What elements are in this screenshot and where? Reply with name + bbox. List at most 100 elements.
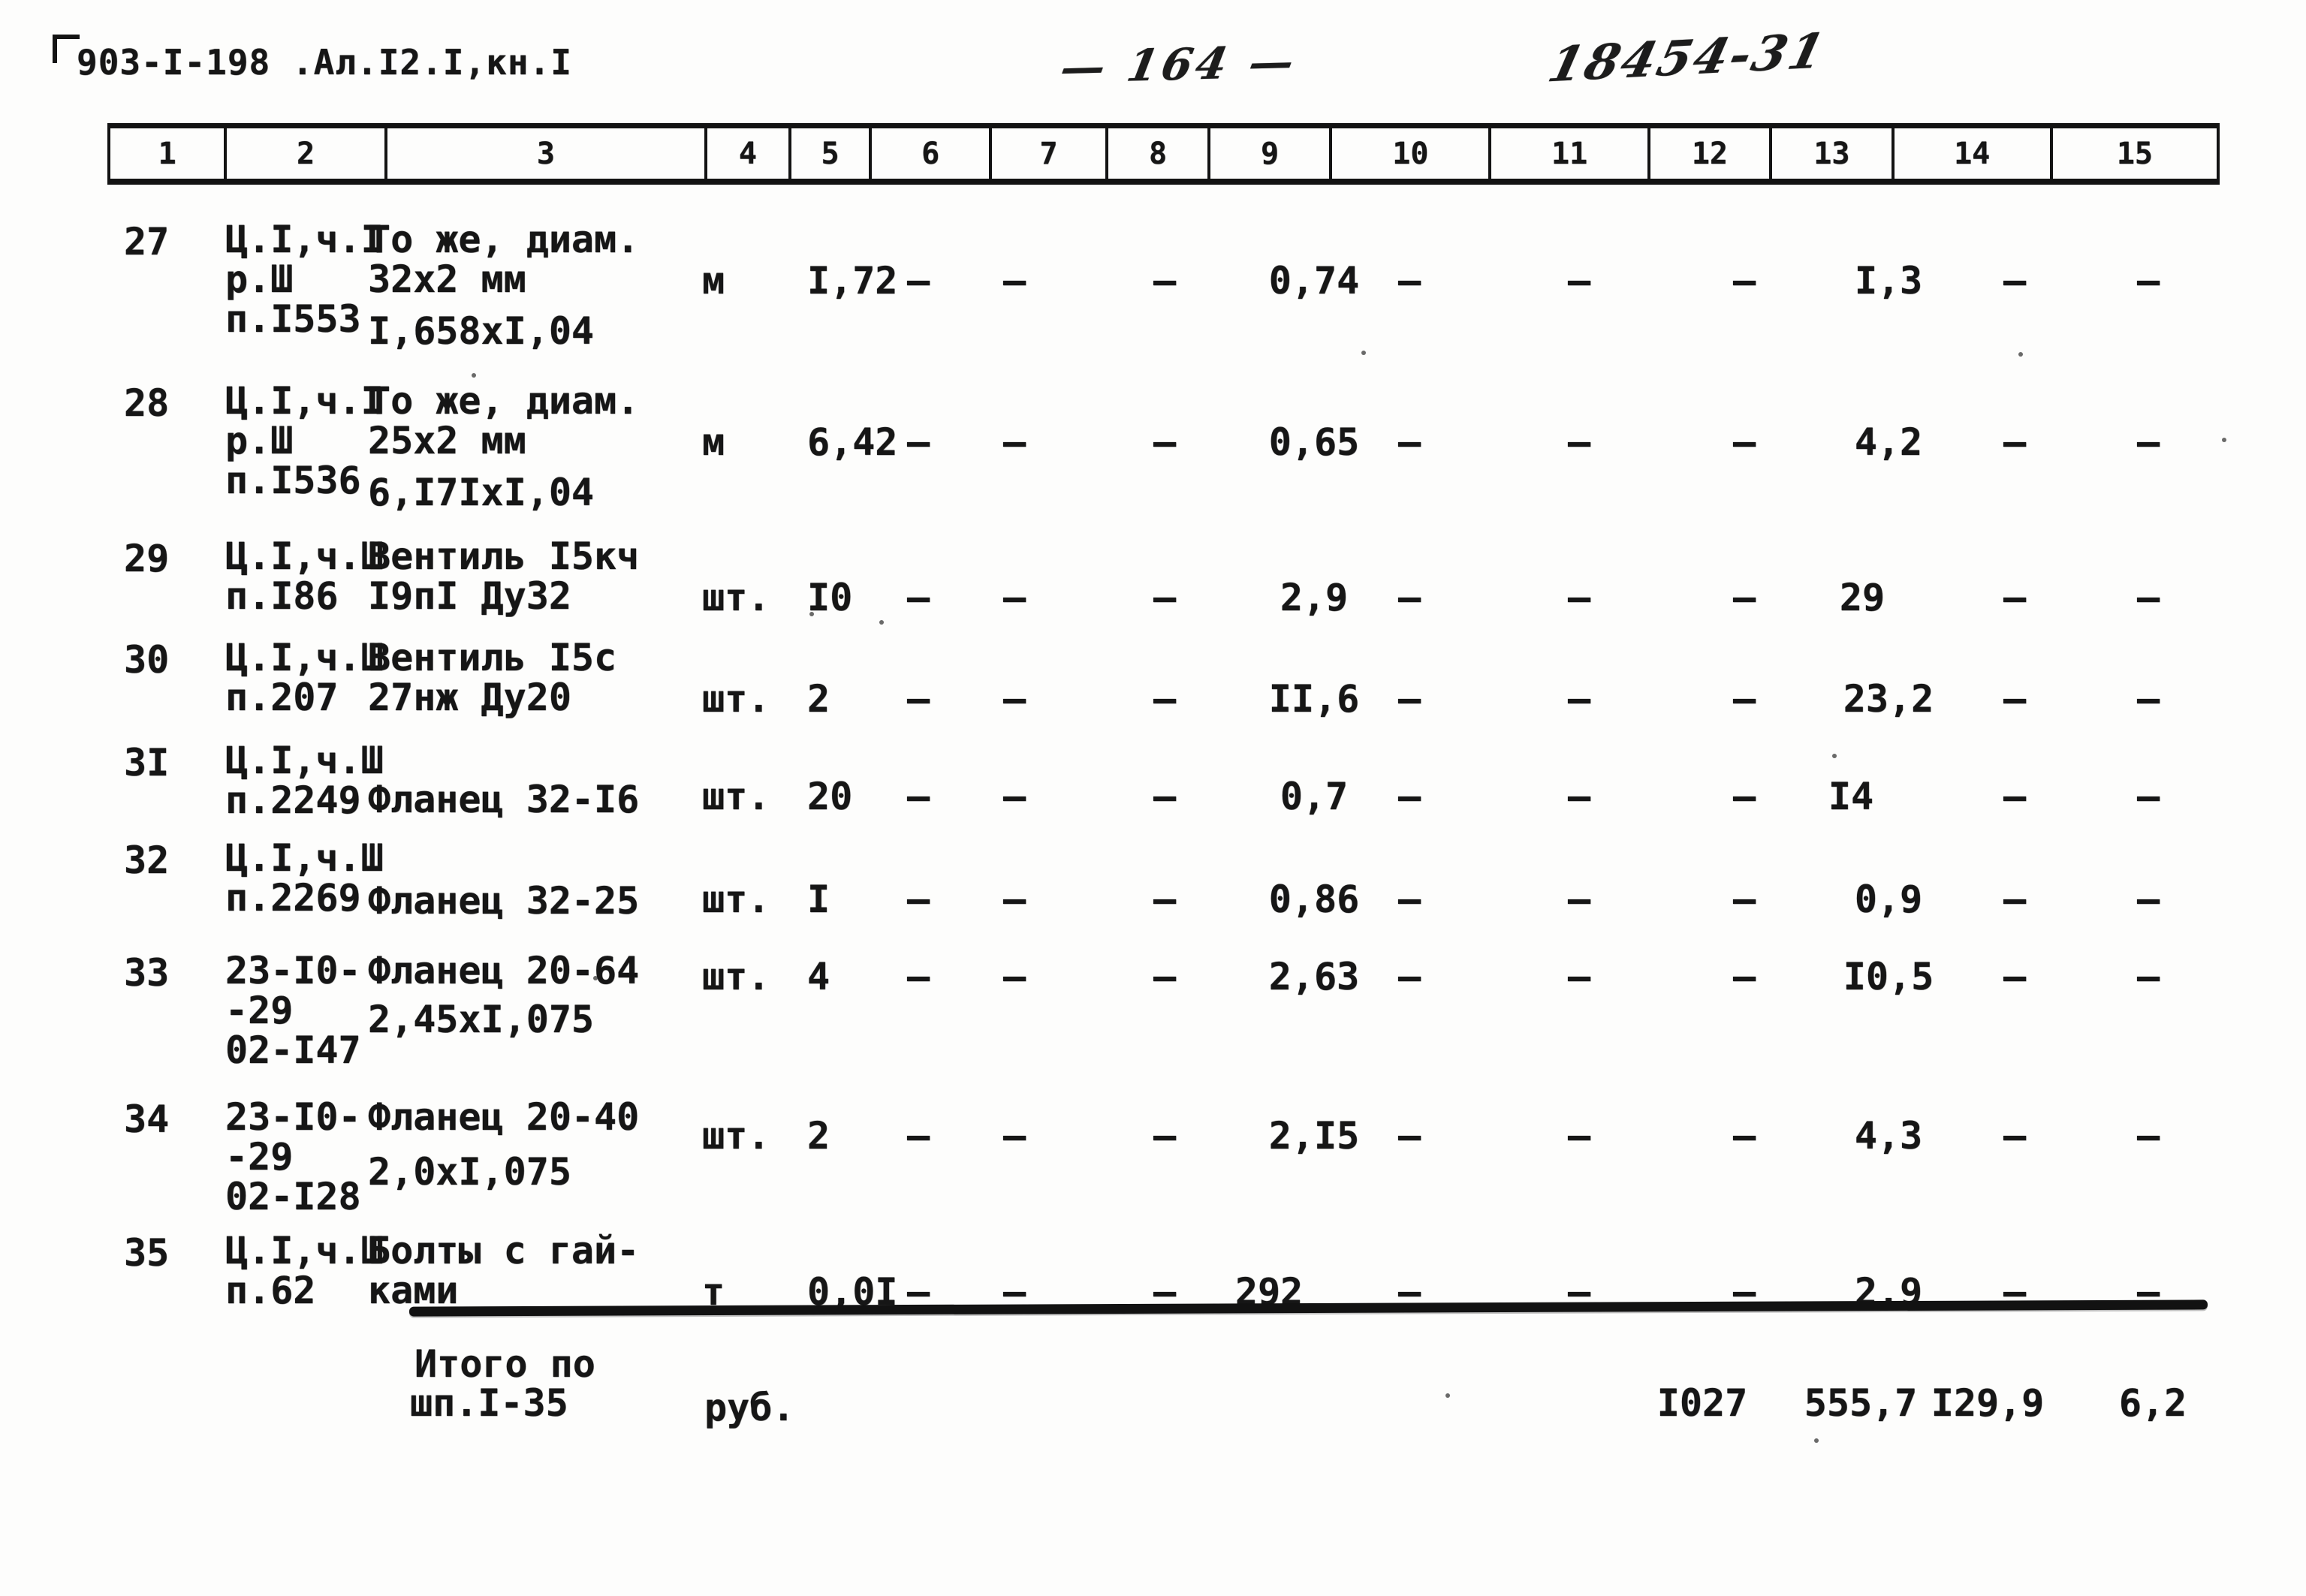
column-number: 5 — [821, 136, 840, 171]
unit-price: 2,63 — [1268, 955, 1360, 998]
ref-line: -29 — [225, 1135, 294, 1179]
dash-col8: – — [1153, 775, 1177, 818]
ref-line: Ц.I,ч.Ш — [225, 1229, 384, 1272]
description: То же, диам. 25х2 мм 6,I7IхI,04 — [368, 381, 639, 513]
value-line: шт. I0 – – – 2,9 – – – 29 – – — [0, 578, 2306, 618]
column-number: 15 — [2116, 136, 2153, 171]
unit: м — [702, 259, 725, 303]
scan-speck — [2018, 352, 2023, 357]
desc-line: То же, диам. — [368, 379, 640, 423]
unit-price: II,6 — [1268, 677, 1360, 721]
dash-col11: – — [1568, 420, 1591, 464]
dash-col12: – — [1733, 576, 1756, 619]
description: Фланец 32-I6 — [368, 780, 639, 820]
totals-label-line2: шп.I-35 — [410, 1381, 568, 1425]
dash-col6: – — [907, 576, 930, 619]
column-number: 12 — [1691, 136, 1729, 171]
ref-line: п.2269 — [225, 876, 361, 920]
column-header-cell: 13 — [1772, 128, 1895, 179]
dash-col14: – — [2003, 1114, 2027, 1158]
value-line: шт. 4 – – – 2,63 – – – I0,5 – – — [0, 957, 2306, 997]
dash-col8: – — [1153, 576, 1177, 619]
column-header-cell: 15 — [2053, 128, 2217, 179]
totals-unit: руб. — [704, 1386, 795, 1429]
dash-col7: – — [1003, 775, 1026, 818]
ref-code: Ц.I,ч.Ш п.62 — [225, 1231, 384, 1311]
column-header-cell: 12 — [1650, 128, 1773, 179]
desc-line: Фланец 32-I6 — [368, 778, 640, 821]
dash-col15: – — [2137, 1114, 2160, 1158]
total-sum: 4,2 — [1854, 420, 1923, 464]
dash-col11: – — [1568, 576, 1591, 619]
total-sum: 23,2 — [1843, 677, 1934, 721]
ref-line: Ц.I,ч.I — [225, 218, 384, 261]
quantity: I — [807, 878, 830, 921]
ref-code: 23-I0- -29 02-I47 — [225, 951, 361, 1071]
total-sum: 29 — [1839, 576, 1885, 619]
ref-code: Ц.I,ч.Ш п.2249 — [225, 741, 384, 821]
quantity: 2 — [807, 677, 830, 721]
ref-line: 02-I28 — [225, 1175, 361, 1218]
column-header-cell: 7 — [992, 128, 1109, 179]
dash-col10: – — [1398, 1114, 1421, 1158]
dash-col6: – — [907, 878, 930, 921]
column-header-cell: 6 — [872, 128, 992, 179]
ref-code: Ц.I,ч.Ш п.I86 — [225, 537, 384, 616]
column-header-cell: 5 — [791, 128, 873, 179]
description: Фланец 32-25 — [368, 881, 639, 921]
corner-mark — [53, 35, 80, 63]
ref-code: Ц.I,ч.I р.Ш п.I553 — [225, 220, 384, 339]
description: Болты с гай- ками — [368, 1231, 639, 1311]
dash-col12: – — [1733, 955, 1756, 998]
dash-col11: – — [1568, 1114, 1591, 1158]
totals-value-col15: 6,2 — [2118, 1381, 2187, 1425]
dash-col10: – — [1398, 878, 1421, 921]
column-header-cell: 3 — [387, 128, 708, 179]
dash-col15: – — [2137, 259, 2160, 303]
description: Фланец 20-64 2,45хI,075 — [368, 951, 639, 1040]
dash-col10: – — [1398, 576, 1421, 619]
desc-line: То же, диам. — [368, 218, 640, 261]
column-number: 11 — [1551, 136, 1588, 171]
value-line: м 6,42 – – – 0,65 – – – 4,2 – – — [0, 423, 2306, 462]
row-number: 27 — [124, 220, 170, 263]
row-number: 34 — [124, 1098, 170, 1141]
unit-price: 0,65 — [1268, 420, 1360, 464]
value-line: м I,72 – – – 0,74 – – – I,3 – – — [0, 261, 2306, 301]
description: Вентиль I5с 27нж Ду20 — [368, 638, 616, 718]
dash-col7: – — [1003, 576, 1026, 619]
dash-col8: – — [1153, 677, 1177, 721]
ref-line: 02-I47 — [225, 1028, 361, 1072]
desc-line: Фланец 32-25 — [368, 879, 640, 923]
dash-col6: – — [907, 955, 930, 998]
quantity: 6,42 — [807, 420, 898, 464]
dash-col15: – — [2137, 677, 2160, 721]
column-header-cell: 10 — [1332, 128, 1492, 179]
scan-speck — [1832, 754, 1837, 758]
totals-value-col14: I29,9 — [1931, 1381, 2045, 1425]
column-number: 1 — [158, 136, 176, 171]
column-number: 9 — [1260, 136, 1280, 171]
dash-col14: – — [2003, 576, 2027, 619]
dash-col12: – — [1733, 775, 1756, 818]
column-number: 6 — [921, 136, 940, 171]
column-header-cell: 1 — [110, 128, 228, 179]
dash-col11: – — [1568, 955, 1591, 998]
dash-col10: – — [1398, 677, 1421, 721]
column-number: 14 — [1954, 136, 1991, 171]
row-number: 30 — [124, 638, 170, 682]
row-number: 33 — [124, 951, 170, 995]
totals-value-col13: 555,7 — [1804, 1381, 1918, 1425]
unit: шт. — [702, 878, 770, 921]
scan-speck — [809, 612, 814, 616]
column-number: 7 — [1039, 136, 1058, 171]
column-header-cell: 9 — [1210, 128, 1333, 179]
doc-code: 903-I-198 .Ал.I2.I,кн.I — [77, 42, 572, 83]
column-number: 3 — [536, 136, 555, 171]
desc-line: 2,0хI,075 — [368, 1150, 571, 1194]
dash-col15: – — [2137, 576, 2160, 619]
unit: шт. — [702, 775, 770, 818]
quantity: I0 — [807, 576, 853, 619]
scan-speck — [593, 976, 598, 980]
